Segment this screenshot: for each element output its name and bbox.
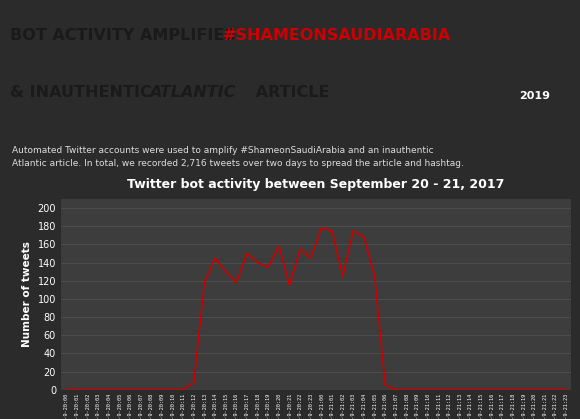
Text: 2019: 2019 — [520, 91, 550, 101]
Text: #SHAMEONSAUDIARABIA: #SHAMEONSAUDIARABIA — [223, 28, 451, 43]
Text: & INAUTHENTIC: & INAUTHENTIC — [10, 85, 157, 99]
Text: Automated Twitter accounts were used to amplify #ShameonSaudiArabia and an inaut: Automated Twitter accounts were used to … — [12, 146, 463, 168]
Y-axis label: Number of tweets: Number of tweets — [22, 241, 32, 347]
Text: BOT ACTIVITY AMPLIFIES: BOT ACTIVITY AMPLIFIES — [10, 28, 241, 43]
Text: ARTICLE: ARTICLE — [250, 85, 329, 99]
Text: ATLANTIC: ATLANTIC — [150, 85, 236, 99]
Title: Twitter bot activity between September 20 - 21, 2017: Twitter bot activity between September 2… — [128, 178, 505, 191]
